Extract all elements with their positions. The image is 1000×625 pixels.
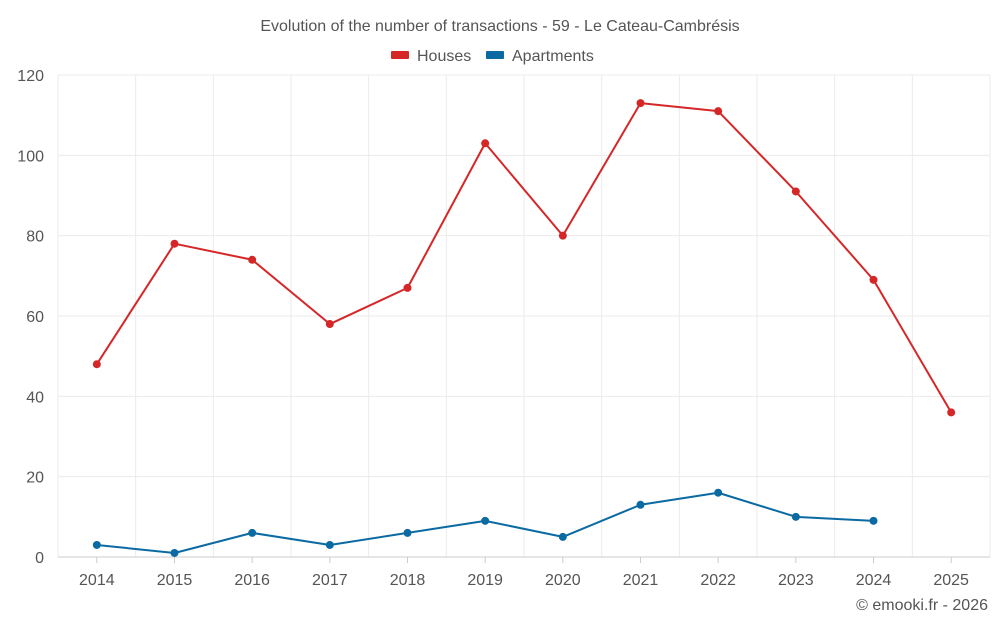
x-tick-label: 2019 bbox=[467, 572, 503, 589]
data-point-apartments-2015[interactable] bbox=[170, 548, 179, 557]
legend-label-apartments: Apartments bbox=[512, 48, 594, 65]
y-tick-label: 120 bbox=[17, 68, 44, 85]
series-line-houses bbox=[95, 102, 953, 413]
data-point-apartments-2014[interactable] bbox=[92, 540, 101, 549]
y-tick-label: 0 bbox=[35, 550, 44, 567]
data-point-apartments-2018[interactable] bbox=[403, 528, 412, 537]
x-tick-label: 2016 bbox=[234, 572, 270, 589]
data-point-apartments-2024[interactable] bbox=[869, 516, 878, 525]
grid bbox=[57, 74, 991, 557]
legend-item-houses[interactable]: Houses bbox=[391, 48, 471, 65]
y-tick-label: 40 bbox=[26, 389, 44, 406]
legend: Houses Apartments bbox=[391, 48, 594, 65]
series bbox=[92, 99, 956, 557]
y-tick-label: 80 bbox=[26, 229, 44, 246]
legend-label-houses: Houses bbox=[417, 48, 471, 65]
data-point-houses-2023[interactable] bbox=[791, 187, 800, 196]
data-point-apartments-2019[interactable] bbox=[481, 516, 490, 525]
y-tick-label: 60 bbox=[26, 309, 44, 326]
x-tick-label: 2022 bbox=[700, 572, 736, 589]
y-tick-label: 100 bbox=[17, 148, 44, 165]
x-tick-label: 2023 bbox=[778, 572, 814, 589]
data-point-apartments-2017[interactable] bbox=[325, 540, 334, 549]
chart-title: Evolution of the number of transactions … bbox=[260, 18, 739, 35]
x-tick-label: 2020 bbox=[545, 572, 581, 589]
x-tick-label: 2021 bbox=[623, 572, 659, 589]
legend-swatch-houses bbox=[391, 51, 409, 59]
axes: 0 20 40 60 80 100 120 2014 2015 2016 2017 2018 2019 2… bbox=[17, 68, 990, 589]
data-point-houses-2015[interactable] bbox=[170, 239, 179, 248]
data-point-houses-2021[interactable] bbox=[636, 99, 645, 108]
legend-item-apartments[interactable]: Apartments bbox=[486, 48, 594, 65]
x-tick-label: 2017 bbox=[312, 572, 348, 589]
x-tick-label: 2015 bbox=[157, 572, 193, 589]
x-tick-label: 2018 bbox=[390, 572, 426, 589]
x-tick-label: 2014 bbox=[79, 572, 115, 589]
data-point-houses-2025[interactable] bbox=[947, 408, 956, 417]
data-point-apartments-2021[interactable] bbox=[636, 500, 645, 509]
y-tick-label: 20 bbox=[26, 470, 44, 487]
x-tick-label: 2024 bbox=[856, 572, 892, 589]
data-point-apartments-2016[interactable] bbox=[248, 528, 257, 537]
data-point-houses-2022[interactable] bbox=[714, 107, 723, 116]
data-point-houses-2016[interactable] bbox=[248, 255, 257, 264]
data-point-houses-2020[interactable] bbox=[558, 231, 567, 240]
data-point-houses-2017[interactable] bbox=[325, 320, 334, 329]
data-point-apartments-2020[interactable] bbox=[558, 532, 567, 541]
credit-text: © emooki.fr - 2026 bbox=[856, 597, 988, 614]
data-point-apartments-2022[interactable] bbox=[714, 488, 723, 497]
data-point-houses-2024[interactable] bbox=[869, 275, 878, 284]
x-tick-label: 2025 bbox=[933, 572, 969, 589]
data-point-houses-2019[interactable] bbox=[481, 139, 490, 148]
data-point-houses-2018[interactable] bbox=[403, 283, 412, 292]
data-point-apartments-2023[interactable] bbox=[791, 512, 800, 521]
data-point-houses-2014[interactable] bbox=[92, 360, 101, 369]
legend-swatch-apartments bbox=[486, 51, 504, 59]
